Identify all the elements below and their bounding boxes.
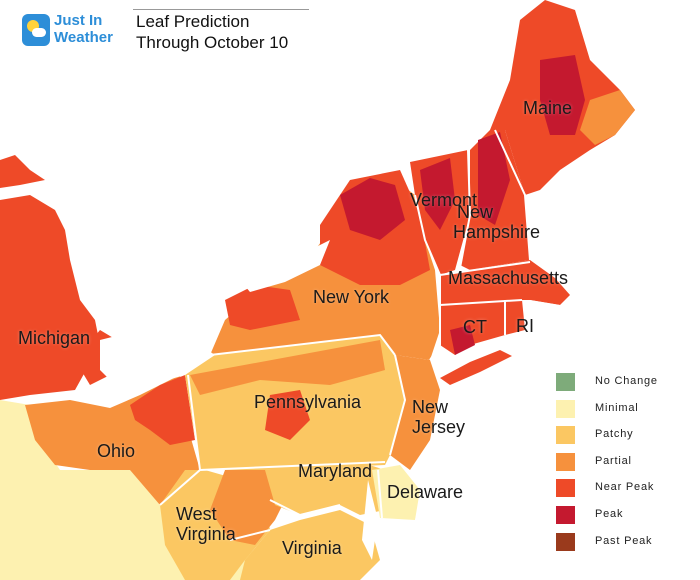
region-virginia bbox=[240, 510, 380, 580]
border-pa-west bbox=[187, 374, 201, 471]
state-label-virginia: Virginia bbox=[282, 538, 342, 558]
legend-item-near-peak: Near Peak bbox=[556, 477, 696, 504]
region-new-york-west bbox=[225, 285, 300, 330]
state-label-ct: CT bbox=[463, 317, 487, 337]
region-maine-peak bbox=[540, 55, 585, 135]
border-nj bbox=[389, 354, 407, 456]
state-label-west-virginia: West Virginia bbox=[176, 504, 236, 544]
legend-swatch bbox=[556, 373, 575, 391]
region-delaware bbox=[372, 465, 420, 520]
state-label-new-hampshire: New Hampshire bbox=[453, 202, 541, 242]
state-label-new-jersey: New Jersey bbox=[412, 397, 466, 437]
logo: Just In Weather bbox=[22, 12, 132, 52]
border-wv-va bbox=[229, 529, 271, 541]
legend-item-peak: Peak bbox=[556, 504, 696, 531]
map-title-line1: Leaf Prediction bbox=[136, 12, 250, 31]
legend-label: Past Peak bbox=[595, 534, 653, 547]
region-ohio-east bbox=[130, 375, 195, 445]
state-label-michigan: Michigan bbox=[18, 328, 91, 348]
legend-items: No Change Minimal Patchy Partial Near Peak Pe… bbox=[556, 371, 696, 557]
legend-swatch bbox=[556, 399, 575, 418]
region-vermont-peak bbox=[420, 158, 455, 230]
legend-item-minimal: Minimal bbox=[556, 398, 696, 425]
border-de bbox=[377, 469, 383, 519]
state-label-delaware: Delaware bbox=[387, 482, 464, 502]
weather-logo-icon bbox=[22, 14, 50, 46]
header: Just In Weather Leaf Prediction Through … bbox=[0, 0, 320, 56]
title-divider bbox=[133, 9, 309, 10]
border-md-va bbox=[269, 499, 341, 517]
legend-swatch bbox=[556, 426, 575, 445]
lake-ontario bbox=[240, 240, 330, 292]
region-maryland bbox=[265, 462, 385, 515]
legend-label: No Change bbox=[595, 375, 658, 387]
legend-item-partial: Partial bbox=[556, 451, 696, 478]
region-michigan bbox=[0, 195, 100, 400]
logo-text-line1: Just In bbox=[54, 12, 103, 29]
legend-item-no-change: No Change bbox=[556, 371, 696, 398]
legend-label: Partial bbox=[595, 454, 632, 467]
region-maine-coast bbox=[580, 90, 635, 145]
border-nh-me bbox=[494, 129, 531, 261]
logo-text-line2: Weather bbox=[54, 29, 113, 46]
border-pa-south bbox=[199, 461, 386, 471]
region-michigan-up bbox=[0, 155, 45, 188]
state-label-vermont: Vermont bbox=[410, 190, 478, 210]
legend-label: Peak bbox=[595, 507, 624, 520]
legend-swatch bbox=[556, 505, 575, 524]
region-new-hampshire-peak bbox=[478, 132, 510, 225]
state-label-new-york: New York bbox=[313, 287, 390, 307]
border-ma-south bbox=[439, 299, 523, 306]
state-label-ohio: Ohio bbox=[97, 441, 136, 461]
state-label-massachusetts: Massachusetts bbox=[448, 268, 569, 288]
state-label-maryland: Maryland bbox=[298, 461, 373, 481]
state-label-pennsylvania: Pennsylvania bbox=[254, 392, 362, 412]
region-connecticut-peak bbox=[450, 325, 475, 355]
region-rhode-island bbox=[505, 300, 525, 335]
state-borders bbox=[159, 129, 531, 541]
legend-item-past-peak: Past Peak bbox=[556, 531, 696, 558]
border-vt-nh bbox=[459, 149, 472, 269]
legend-swatch bbox=[556, 479, 575, 498]
legend: No Change Minimal Patchy Partial Near Peak Pe… bbox=[556, 371, 696, 557]
legend-label: Patchy bbox=[595, 428, 634, 441]
legend-swatch bbox=[556, 452, 575, 471]
legend-swatch bbox=[556, 532, 575, 551]
border-ny-pa bbox=[209, 333, 396, 356]
state-label-maine: Maine bbox=[523, 98, 573, 118]
state-label-ri: RI bbox=[516, 316, 534, 336]
border-ma-north bbox=[439, 261, 531, 276]
region-pennsylvania-peak bbox=[265, 390, 310, 440]
region-long-island bbox=[440, 350, 512, 385]
region-new-jersey bbox=[390, 355, 440, 470]
cloud-icon bbox=[32, 28, 46, 37]
map-title-line2: Through October 10 bbox=[136, 33, 289, 52]
legend-label: Minimal bbox=[595, 401, 639, 414]
region-virginia-ridge bbox=[210, 470, 290, 545]
legend-label: Near Peak bbox=[595, 481, 655, 494]
legend-item-patchy: Patchy bbox=[556, 424, 696, 451]
region-new-york-peak bbox=[340, 178, 405, 240]
map-title: Leaf Prediction Through October 10 bbox=[136, 11, 288, 53]
chesapeake bbox=[362, 480, 378, 560]
border-oh-wv bbox=[159, 469, 201, 506]
lake-erie bbox=[100, 330, 215, 390]
region-pennsylvania-north bbox=[190, 340, 385, 395]
